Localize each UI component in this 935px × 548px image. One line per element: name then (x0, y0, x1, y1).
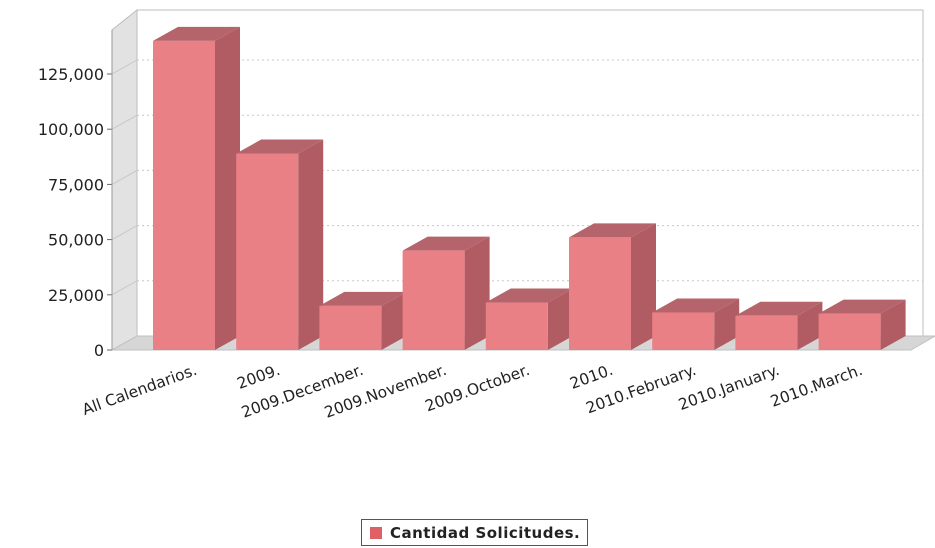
bar (652, 298, 740, 350)
bar-front (319, 305, 382, 350)
bars (153, 26, 906, 350)
bar-front (652, 312, 715, 350)
bar-top (319, 291, 407, 306)
x-tick-label: 2010.March. (768, 361, 865, 411)
bar (569, 223, 656, 350)
bar-side (464, 236, 490, 350)
y-tick-label: 125,000 (38, 65, 104, 84)
bar-side (631, 223, 656, 350)
gridline-side (111, 114, 138, 130)
bar-front (485, 302, 548, 350)
bar-side (880, 299, 906, 350)
bar-top (485, 288, 573, 303)
bar (236, 139, 324, 350)
bar-front (569, 237, 631, 350)
x-tick-label: All Calendarios. (80, 361, 200, 419)
bar-top (236, 139, 324, 154)
x-axis-labels: All Calendarios. 2009.2009.December.2009.… (80, 361, 865, 422)
bar-side (298, 139, 324, 350)
y-tick-label: 0 (94, 341, 104, 360)
y-tick-label: 50,000 (48, 231, 104, 250)
left-wall (111, 8, 138, 351)
bar-side (215, 26, 240, 350)
y-tick-label: 100,000 (38, 120, 104, 139)
bar-side (797, 301, 823, 350)
bar-top (735, 301, 823, 316)
y-tick-label: 75,000 (48, 175, 104, 194)
bar (735, 301, 823, 350)
legend-label: Cantidad Solicitudes. (390, 523, 581, 542)
gridline-side (111, 59, 138, 75)
bar-top (818, 299, 906, 314)
y-tick-label: 25,000 (48, 286, 104, 305)
bar (485, 288, 573, 350)
gridline-side (111, 169, 138, 185)
bar-top (402, 236, 490, 251)
bar-top (569, 223, 656, 238)
bar (153, 26, 240, 350)
x-tick-label: 2010. (568, 361, 616, 393)
gridline-side (111, 280, 138, 296)
bar-top (652, 298, 740, 313)
bar-side (381, 291, 407, 350)
bar (402, 236, 490, 350)
bar-front (153, 40, 215, 350)
bar-front (735, 315, 798, 350)
bar-front (402, 250, 465, 350)
gridline-side (111, 225, 138, 241)
x-tick-label: 2009. (235, 361, 283, 393)
bar-top (153, 26, 240, 41)
bar-front (236, 153, 299, 350)
legend: Cantidad Solicitudes. (361, 519, 588, 546)
bar (319, 291, 407, 350)
y-axis: 0 25,000 50,000 75,000 100,000 125,000 (38, 30, 113, 360)
bar-front (818, 313, 881, 350)
bar-side (714, 298, 740, 350)
bar (818, 299, 906, 350)
bar-side (547, 288, 573, 350)
legend-swatch (370, 526, 382, 539)
